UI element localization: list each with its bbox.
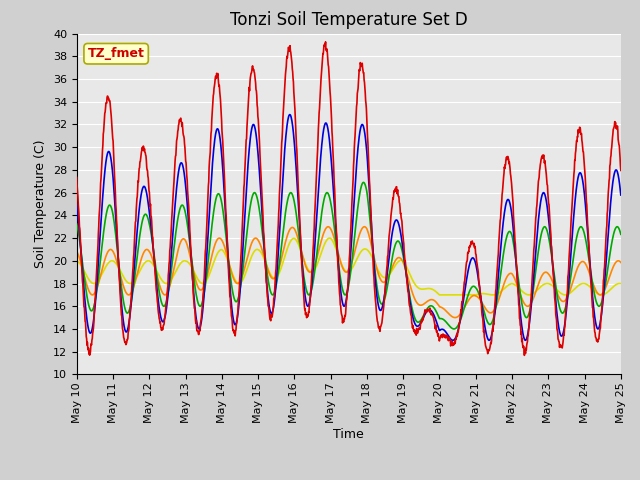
- Title: Tonzi Soil Temperature Set D: Tonzi Soil Temperature Set D: [230, 11, 468, 29]
- X-axis label: Time: Time: [333, 429, 364, 442]
- Legend: -2cm, -4cm, -8cm, -16cm, -32cm: -2cm, -4cm, -8cm, -16cm, -32cm: [120, 475, 578, 480]
- Y-axis label: Soil Temperature (C): Soil Temperature (C): [35, 140, 47, 268]
- Text: TZ_fmet: TZ_fmet: [88, 47, 145, 60]
